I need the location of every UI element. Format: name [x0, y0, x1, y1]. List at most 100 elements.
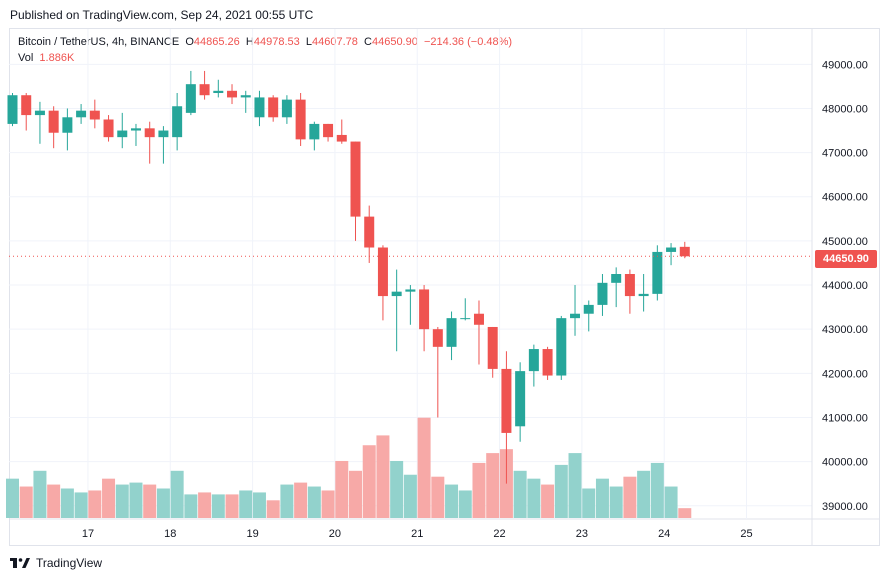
candle-body[interactable]: [89, 110, 100, 120]
volume-bar: [60, 488, 74, 518]
x-tick-label: 21: [411, 528, 423, 540]
volume-bar: [527, 478, 541, 518]
volume-bar: [294, 482, 308, 518]
candle-body[interactable]: [570, 313, 581, 319]
candle-body[interactable]: [254, 97, 265, 118]
candle-body[interactable]: [227, 90, 238, 98]
y-tick-label: 48000.00: [822, 103, 868, 115]
candle-body[interactable]: [213, 90, 224, 94]
y-tick-label: 49000.00: [822, 59, 868, 71]
candle-body[interactable]: [7, 95, 18, 124]
candle-body[interactable]: [666, 247, 677, 252]
candle-body[interactable]: [652, 251, 663, 294]
volume-bar: [623, 476, 637, 518]
candle-body[interactable]: [624, 274, 635, 297]
x-tick-label: 25: [740, 528, 752, 540]
y-tick-label: 42000.00: [822, 368, 868, 380]
candle-body[interactable]: [377, 247, 388, 297]
volume-bar: [33, 470, 47, 518]
candle-body[interactable]: [323, 123, 334, 138]
x-tick-label: 17: [82, 528, 94, 540]
published-caption: Published on TradingView.com, Sep 24, 20…: [10, 8, 314, 22]
y-tick-label: 40000.00: [822, 457, 868, 469]
candle-body[interactable]: [309, 123, 320, 140]
candle-body[interactable]: [172, 106, 183, 138]
footer-brand-text: TradingView: [36, 556, 103, 570]
volume-bar: [554, 464, 568, 518]
candle-body[interactable]: [364, 216, 375, 248]
candle-body[interactable]: [473, 313, 484, 325]
volume-bar: [19, 486, 33, 518]
y-tick-label: 39000.00: [822, 501, 868, 513]
high-label: H: [245, 36, 254, 48]
candle-body[interactable]: [158, 130, 169, 138]
candle-body[interactable]: [268, 97, 279, 118]
last-price-tag: 44650.90: [815, 250, 877, 268]
candle-body[interactable]: [295, 99, 306, 140]
candle-body[interactable]: [515, 371, 526, 427]
volume-bar: [595, 478, 609, 518]
volume-bar: [307, 486, 321, 518]
candle-body[interactable]: [542, 349, 553, 376]
candle-body[interactable]: [144, 128, 155, 138]
volume-bar: [129, 482, 143, 518]
candle-body[interactable]: [281, 99, 292, 118]
candle-body[interactable]: [611, 274, 622, 283]
candle-body[interactable]: [240, 95, 251, 98]
y-tick-label: 41000.00: [822, 412, 868, 424]
candle-body[interactable]: [350, 141, 361, 217]
candle-body[interactable]: [679, 246, 690, 257]
volume-bar: [211, 494, 225, 518]
y-tick-label: 45000.00: [822, 236, 868, 248]
volume-bar: [280, 484, 294, 518]
volume-bar: [568, 453, 582, 518]
y-tick-label: 44000.00: [822, 280, 868, 292]
candle-body[interactable]: [185, 84, 196, 113]
volume-bar: [102, 478, 116, 518]
candle-body[interactable]: [460, 318, 471, 320]
volume-bar: [582, 488, 596, 518]
candle-body[interactable]: [103, 119, 114, 138]
volume-bar: [88, 490, 102, 518]
candle-body[interactable]: [199, 84, 210, 96]
candle-body[interactable]: [432, 329, 443, 347]
x-tick-label: 24: [658, 528, 670, 540]
candle-body[interactable]: [62, 117, 73, 133]
high-value: 44978.53: [253, 36, 300, 48]
candle-body[interactable]: [501, 368, 512, 433]
candle-body[interactable]: [487, 326, 498, 369]
volume-bar: [541, 484, 555, 518]
open-label: O: [185, 36, 194, 48]
candle-body[interactable]: [446, 318, 457, 347]
candle-body[interactable]: [638, 293, 649, 297]
volume-bar: [458, 490, 472, 518]
candle-body[interactable]: [419, 289, 430, 330]
candle-body[interactable]: [336, 134, 347, 142]
y-tick-label: 47000.00: [822, 148, 868, 160]
candle-body[interactable]: [556, 318, 567, 376]
candle-body[interactable]: [405, 289, 416, 292]
candle-body[interactable]: [34, 110, 45, 116]
candle-body[interactable]: [117, 130, 128, 138]
volume-bar: [609, 486, 623, 518]
candle-body[interactable]: [528, 349, 539, 372]
volume-bar: [678, 508, 692, 518]
candle-body[interactable]: [48, 110, 59, 133]
footer-brand: TradingView: [10, 556, 102, 570]
volume-bar: [390, 460, 404, 518]
candle-body[interactable]: [583, 304, 594, 314]
volume-bar: [156, 488, 170, 518]
volume-bar: [115, 484, 129, 518]
candle-body[interactable]: [130, 128, 141, 131]
volume-bar: [252, 492, 266, 518]
volume-bar: [74, 492, 88, 518]
candle-body[interactable]: [597, 282, 608, 305]
volume-bar: [664, 486, 678, 518]
candle-body[interactable]: [391, 291, 402, 297]
volume-bar: [403, 474, 417, 518]
x-tick-label: 20: [329, 528, 341, 540]
volume-bar: [239, 490, 253, 518]
candle-body[interactable]: [21, 95, 32, 116]
candle-body[interactable]: [76, 110, 87, 118]
